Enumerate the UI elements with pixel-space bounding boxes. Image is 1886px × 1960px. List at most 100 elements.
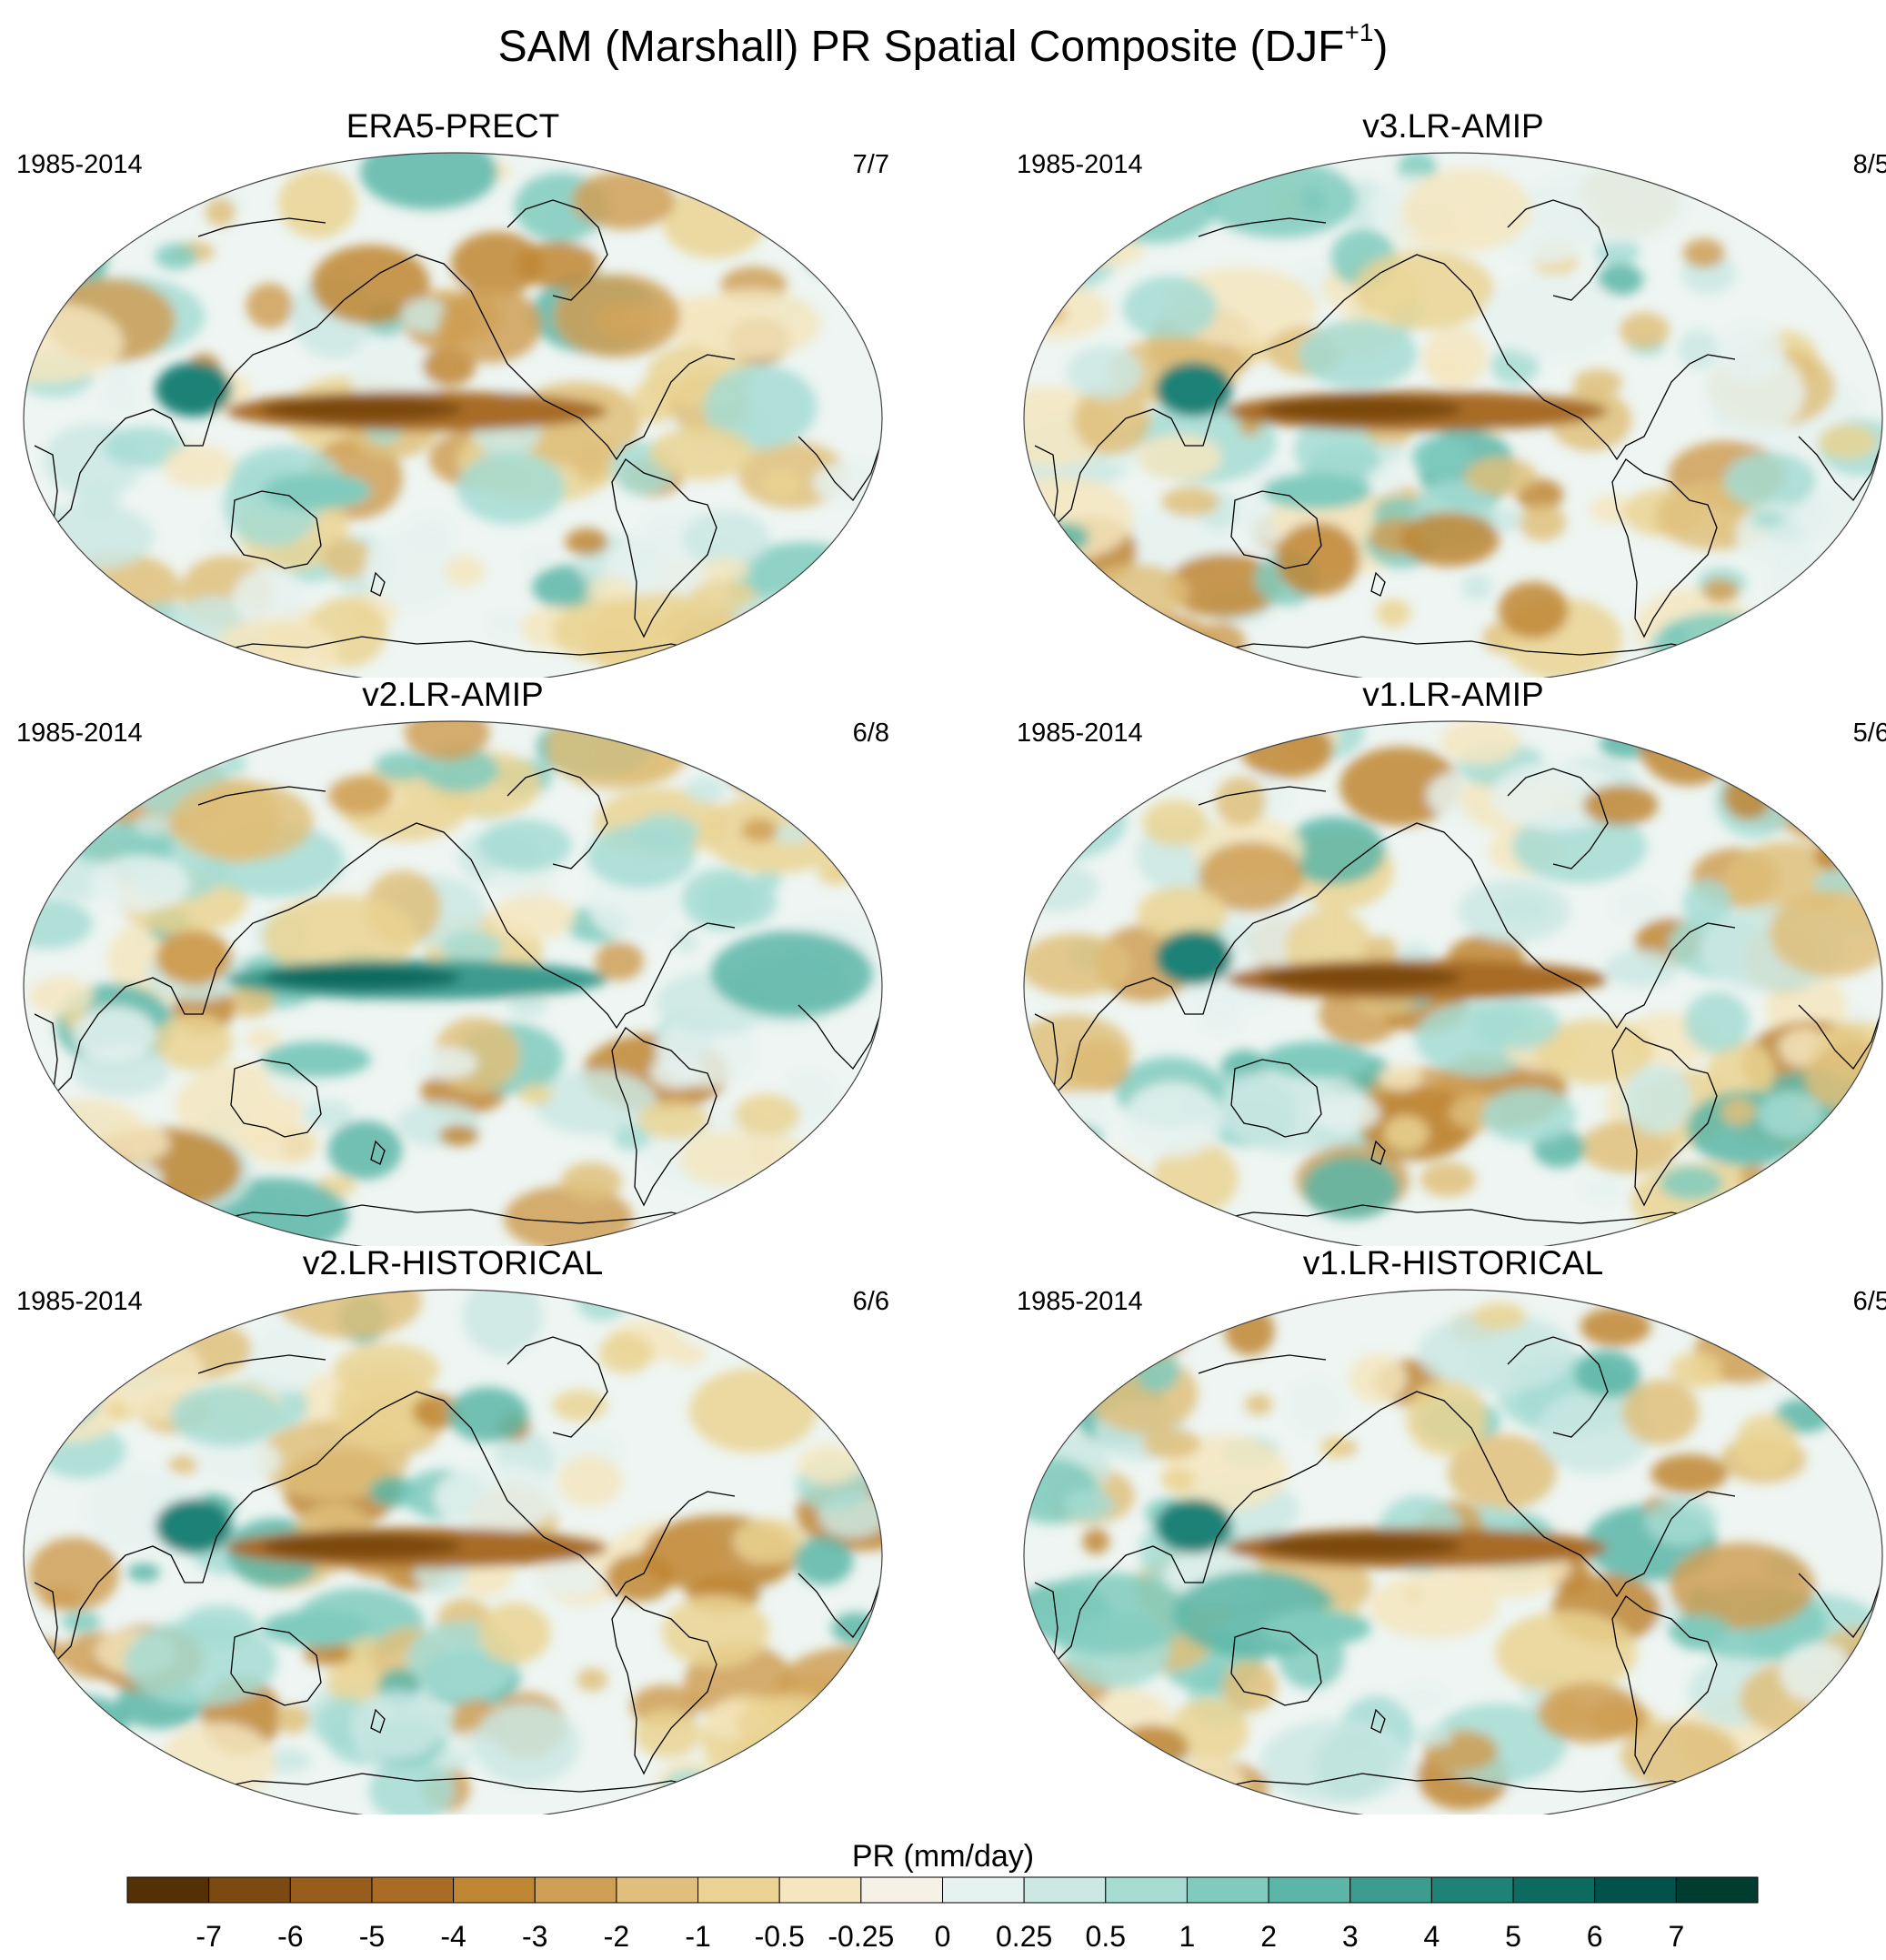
anomaly-blob (814, 200, 882, 263)
anomaly-blob (194, 1438, 282, 1483)
map-border (23, 720, 883, 1246)
colorbar-tick-label: 0 (935, 1920, 951, 1953)
precip-map (1023, 152, 1883, 678)
anomaly-blob (1203, 159, 1357, 238)
anomaly-blob (708, 633, 760, 673)
anomaly-blob (1481, 1089, 1577, 1143)
coastline (1370, 571, 1386, 597)
colorbar-swatch (860, 1876, 943, 1904)
anomaly-blob (102, 377, 139, 416)
equatorial-band-core (262, 397, 462, 422)
anomaly-blob (25, 171, 108, 218)
anomaly-blob (1757, 1308, 1862, 1378)
coastline (197, 786, 326, 806)
anomaly-blob (1856, 1099, 1882, 1123)
anomaly-blob (1440, 721, 1521, 765)
map-field (24, 1290, 882, 1814)
anomaly-blob (1621, 1379, 1700, 1445)
panel-period: 1985-2014 (16, 150, 143, 179)
anomaly-blob (1383, 1115, 1430, 1151)
anomaly-blob (808, 721, 881, 753)
anomaly-blob (1028, 1290, 1127, 1354)
anomaly-blob (1536, 1019, 1653, 1084)
anomaly-blob (1311, 1094, 1381, 1132)
map-field (1024, 721, 1882, 1246)
anomaly-blob (1081, 174, 1147, 225)
anomaly-blob (170, 1384, 284, 1447)
anomaly-blob (1590, 495, 1635, 524)
anomaly-blob (674, 930, 697, 953)
coastline (1507, 1336, 1609, 1438)
anomaly-blob (1024, 729, 1092, 802)
coastline (52, 1391, 486, 1665)
anomaly-blob (517, 241, 599, 288)
anomaly-blob (463, 1290, 543, 1355)
main-title-text: SAM (Marshall) PR Spatial Composite (DJF (497, 23, 1345, 71)
anomaly-blob (807, 241, 868, 277)
anomaly-blob (1420, 1161, 1476, 1197)
anomaly-blob (104, 427, 185, 468)
anomaly-blob (486, 612, 523, 638)
anomaly-blob (1702, 349, 1805, 436)
anomaly-blob (489, 864, 555, 900)
anomaly-blob (1137, 886, 1229, 941)
coastlines (34, 768, 881, 1224)
equatorial-band-core (1262, 965, 1462, 990)
anomaly-blob (1376, 598, 1411, 628)
anomaly-blob (155, 243, 197, 270)
anomaly-blob (1497, 1377, 1519, 1398)
coastline (1507, 768, 1609, 869)
coastline (197, 1204, 708, 1224)
anomaly-blob (1283, 816, 1386, 885)
anomaly-blob (552, 1390, 607, 1422)
anomaly-blob (526, 548, 553, 569)
anomaly-blob (327, 775, 394, 816)
coastline (34, 445, 58, 528)
anomaly-blob (323, 538, 372, 579)
warm-pool-patch (1156, 362, 1232, 417)
anomaly-blob (1580, 1307, 1651, 1347)
anomaly-blob (1286, 1378, 1345, 1435)
main-title-superscript: +1 (1344, 18, 1374, 46)
anomaly-blob (167, 1455, 201, 1474)
anomaly-blob (1060, 183, 1117, 214)
spcz-patch (1262, 473, 1371, 509)
coastline (1798, 1004, 1881, 1070)
colorbar-tick-label: -5 (359, 1920, 385, 1953)
colorbar-tick-label: 1 (1179, 1920, 1196, 1953)
coastline (230, 490, 322, 569)
anomaly-blob (1122, 276, 1218, 340)
anomaly-blob (1142, 799, 1209, 847)
anomaly-blob (1650, 1453, 1728, 1493)
anomaly-blob (1832, 1756, 1874, 1784)
anomaly-blob (1838, 267, 1882, 299)
anomaly-blob (812, 1144, 864, 1173)
anomaly-blob (1369, 1573, 1499, 1639)
anomaly-blob (818, 742, 882, 816)
anomaly-blob (1176, 1757, 1246, 1814)
coastline (1052, 822, 1486, 1097)
anomaly-blob (440, 930, 503, 963)
anomaly-blob (1056, 1290, 1171, 1362)
anomaly-blob (36, 1714, 114, 1761)
coastlines (34, 1336, 881, 1793)
spcz-patch (262, 473, 371, 509)
anomaly-blob (662, 186, 767, 258)
anomaly-blob (1363, 936, 1399, 964)
anomaly-blob (443, 555, 486, 588)
anomaly-blob (1058, 178, 1145, 231)
coastline (611, 1595, 717, 1775)
main-title: SAM (Marshall) PR Spatial Composite (DJF… (0, 20, 1886, 71)
anomaly-blob (1222, 1661, 1278, 1713)
panel-title: v1.LR-AMIP (1362, 676, 1544, 713)
spcz-patch (1262, 1041, 1371, 1078)
anomaly-blob (722, 594, 859, 674)
anomaly-blob (1678, 1290, 1791, 1335)
anomaly-blob (662, 1594, 769, 1668)
coastline (798, 436, 881, 502)
colorbar-tick-label: 0.25 (996, 1920, 1052, 1953)
anomaly-blob (1397, 1684, 1447, 1714)
equatorial-band-core (1262, 397, 1462, 422)
colorbar-swatch (534, 1876, 617, 1904)
anomaly-blob (631, 813, 699, 853)
